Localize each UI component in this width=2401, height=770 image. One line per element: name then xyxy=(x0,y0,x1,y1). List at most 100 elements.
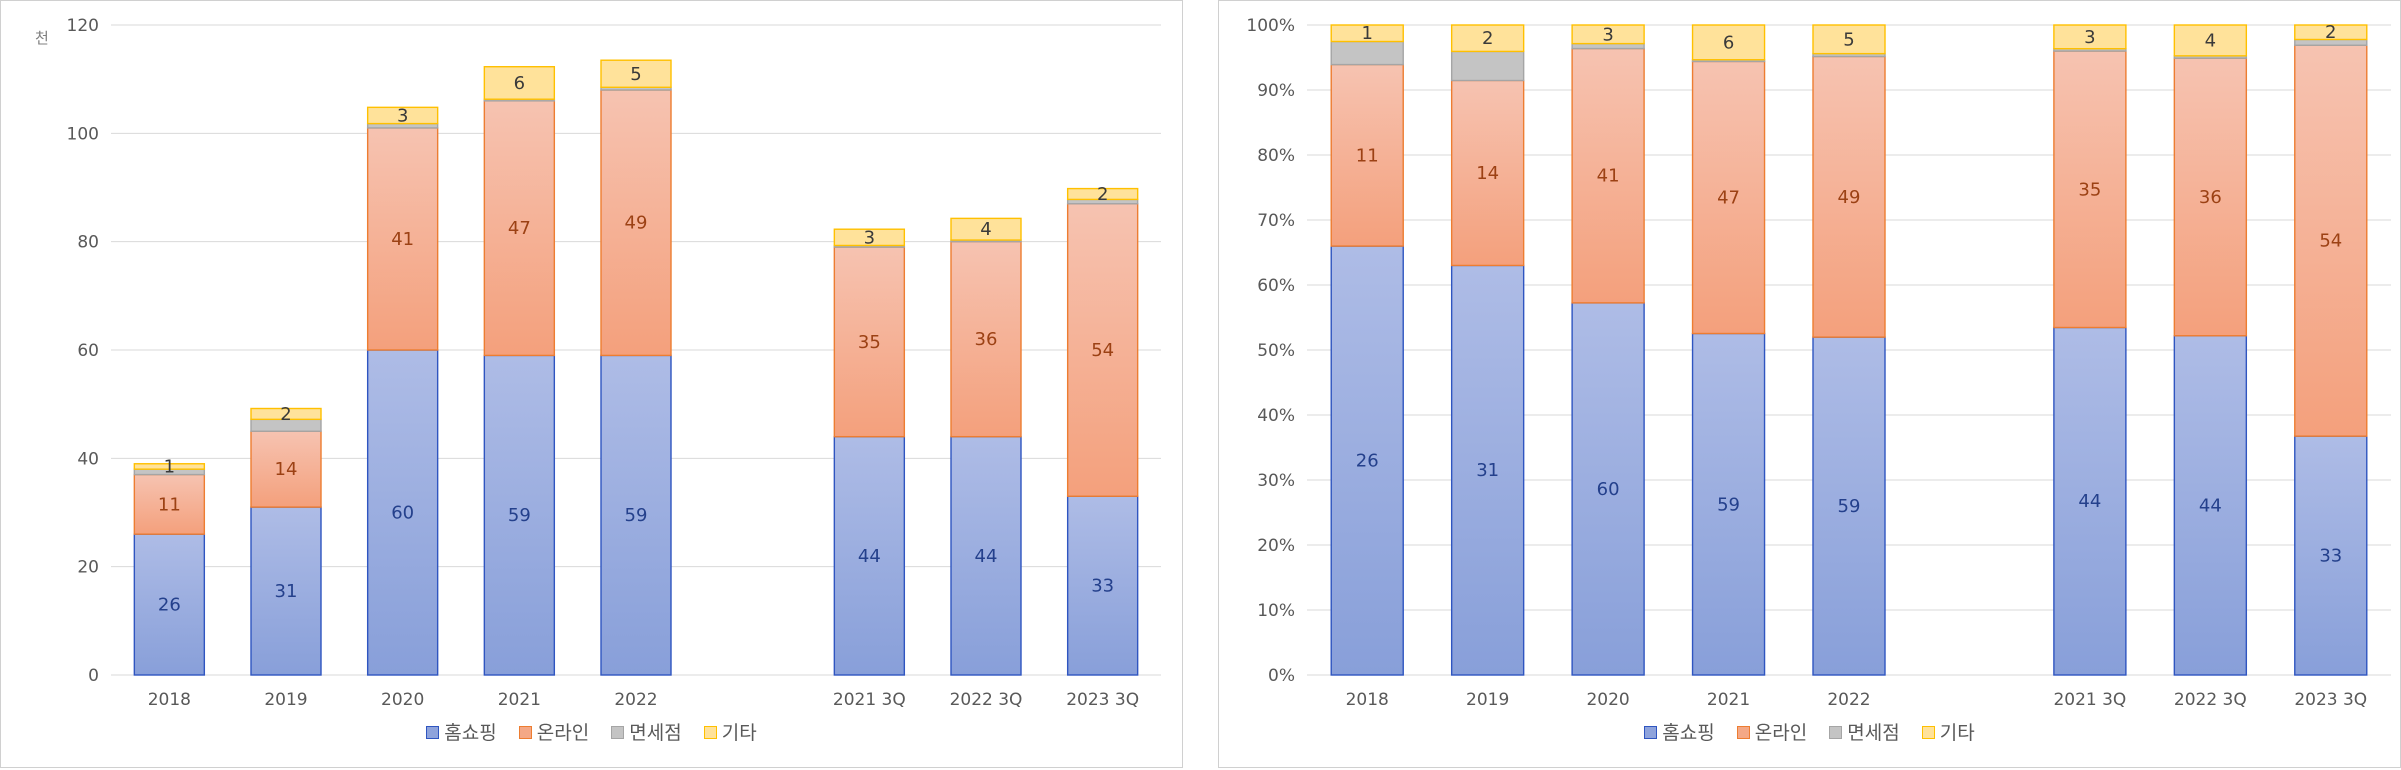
data-label: 31 xyxy=(1476,460,1499,481)
y-tick-label: 20% xyxy=(1257,536,1295,556)
legend-label: 온라인 xyxy=(1754,722,1808,744)
data-label: 59 xyxy=(508,505,531,526)
bar-segment-etc xyxy=(2294,24,2368,41)
x-tick-label: 2020 xyxy=(381,690,424,710)
bar-segment-etc xyxy=(1812,24,1886,55)
x-tick-label: 2021 xyxy=(498,690,541,710)
y-tick-label: 0% xyxy=(1268,666,1295,686)
y-tick-label: 60 xyxy=(77,341,99,361)
bar-segment-online xyxy=(1066,203,1139,497)
data-label: 3 xyxy=(1602,24,1613,45)
x-tick-label: 2022 xyxy=(614,690,657,710)
bar-segment-etc xyxy=(483,66,556,100)
bar-segment-online xyxy=(133,473,206,535)
bar-segment-homeshopping xyxy=(1691,332,1766,676)
data-label: 14 xyxy=(275,459,298,480)
bar-segment-homeshopping xyxy=(600,354,672,676)
data-label: 54 xyxy=(2319,231,2342,252)
legend-label: 홈쇼핑 xyxy=(444,722,497,744)
bar-segment-online xyxy=(2053,50,2127,329)
legend-item-homeshopping: 홈쇼핑 xyxy=(1644,718,1715,745)
legend-label: 온라인 xyxy=(536,722,590,744)
data-label: 54 xyxy=(1091,340,1114,361)
y-tick-label: 50% xyxy=(1257,341,1295,361)
data-label: 41 xyxy=(391,229,414,250)
data-label: 26 xyxy=(1356,451,1379,472)
data-label: 5 xyxy=(630,64,641,85)
bar-segment-etc xyxy=(950,217,1022,241)
y-tick-label: 30% xyxy=(1257,471,1295,491)
legend-item-etc: 기타 xyxy=(703,718,757,745)
legend-swatch-online xyxy=(518,726,532,739)
legend-label: 홈쇼핑 xyxy=(1662,722,1715,744)
legend-label: 기타 xyxy=(1939,722,1975,744)
x-tick-label: 2018 xyxy=(148,690,191,710)
legend-swatch-dutyfree xyxy=(611,726,625,739)
legend-item-etc: 기타 xyxy=(1921,718,1975,745)
bar-segment-homeshopping xyxy=(483,354,556,676)
x-tick-label: 2020 xyxy=(1586,690,1629,710)
bar-segment-dutyfree xyxy=(1330,40,1404,66)
data-label: 44 xyxy=(975,546,998,567)
data-label: 1 xyxy=(164,456,175,477)
legend-item-online: 온라인 xyxy=(518,718,590,745)
data-label: 36 xyxy=(2199,187,2222,208)
legend-label: 면세점 xyxy=(629,722,682,744)
legend-swatch-online xyxy=(1736,726,1750,739)
data-label: 26 xyxy=(158,595,181,616)
data-label: 3 xyxy=(864,227,875,248)
bar-segment-homeshopping xyxy=(1330,245,1404,676)
data-label: 2 xyxy=(280,404,291,425)
stacked-bar-chart-panel: 천 0 20 40 60 80 100 120 2018 26 11 1 2019 31 14 2 2020 6… xyxy=(0,0,1183,768)
bar-segment-etc xyxy=(1691,24,1766,61)
y-tick-label: 70% xyxy=(1257,211,1295,231)
bar-segment-etc xyxy=(2173,24,2248,57)
y-tick-label: 0 xyxy=(88,666,99,686)
data-label: 35 xyxy=(858,332,881,353)
x-tick-label: 2019 xyxy=(1466,690,1509,710)
data-label: 33 xyxy=(2319,546,2342,567)
y-tick-label: 80 xyxy=(77,233,99,253)
legend-label: 기타 xyxy=(721,722,757,744)
bar-segment-homeshopping xyxy=(2053,326,2127,676)
y-tick-label: 40% xyxy=(1257,406,1295,426)
data-label: 11 xyxy=(1356,145,1379,166)
data-label: 11 xyxy=(158,494,181,515)
bar-segment-homeshopping xyxy=(1812,336,1886,676)
x-tick-label: 2021 xyxy=(1707,690,1750,710)
legend-swatch-homeshopping xyxy=(1644,726,1658,739)
data-label: 6 xyxy=(1723,32,1734,53)
bar-segment-online xyxy=(1330,63,1404,247)
bar-segment-etc xyxy=(1450,24,1525,53)
legend-swatch-homeshopping xyxy=(426,726,440,739)
y-tick-label: 10% xyxy=(1257,601,1295,621)
data-label: 44 xyxy=(858,546,881,567)
bar-segment-etc xyxy=(2053,24,2127,50)
data-label: 59 xyxy=(625,505,648,526)
data-label: 59 xyxy=(1717,494,1740,515)
chart-legend: 홈쇼핑 온라인 면세점 기타 xyxy=(1219,718,2400,745)
bar-segment-etc xyxy=(1330,24,1404,43)
legend-swatch-dutyfree xyxy=(1829,726,1843,739)
data-label: 3 xyxy=(397,105,408,126)
bar-segment-homeshopping xyxy=(2294,435,2368,676)
y-tick-label: 120 xyxy=(67,16,99,36)
data-label: 14 xyxy=(1476,163,1499,184)
y-tick-label: 100% xyxy=(1246,16,1295,36)
y-tick-label: 80% xyxy=(1257,146,1295,166)
stacked-bar-chart: 0204060801001202018261112019311422020604… xyxy=(67,16,1161,710)
x-tick-label: 2023 3Q xyxy=(2294,690,2367,710)
data-label: 1 xyxy=(1361,23,1372,44)
data-label: 41 xyxy=(1597,166,1620,187)
y-tick-label: 90% xyxy=(1257,81,1295,101)
y-tick-label: 100 xyxy=(67,124,99,144)
legend-label: 면세점 xyxy=(1847,722,1900,744)
bar-segment-dutyfree xyxy=(1450,50,1525,82)
data-label: 6 xyxy=(514,73,525,94)
bar-segment-online xyxy=(2173,57,2248,337)
data-label: 36 xyxy=(975,329,998,350)
data-label: 47 xyxy=(508,218,531,239)
bar-segment-online xyxy=(1571,47,1645,304)
data-label: 60 xyxy=(391,503,414,524)
bar-segment-online xyxy=(483,100,556,357)
